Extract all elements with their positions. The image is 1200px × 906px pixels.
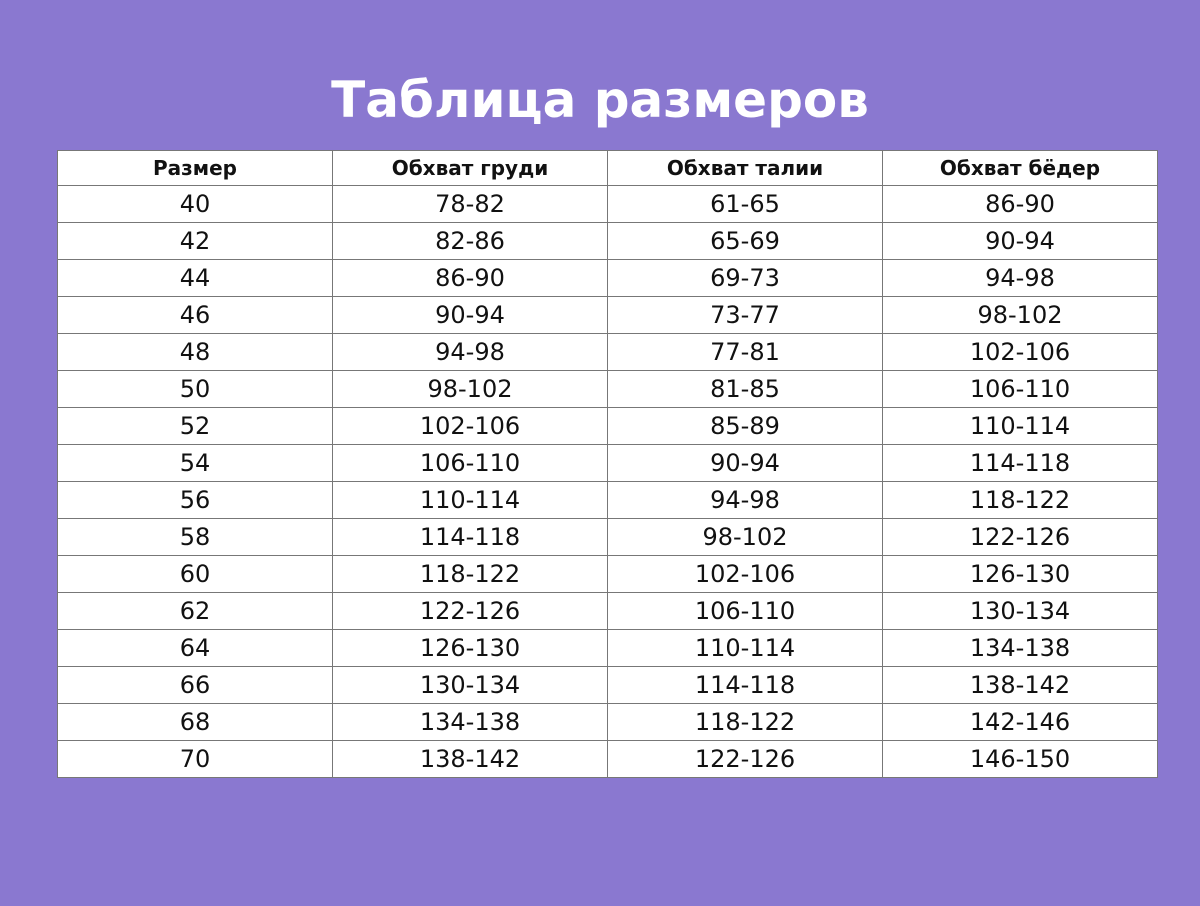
table-cell: 118-122 (332, 555, 608, 593)
table-row: 64 126-130 110-114 134-138 (57, 629, 1158, 667)
table-cell: 114-118 (882, 444, 1158, 482)
table-cell: 90-94 (882, 222, 1158, 260)
table-cell: 82-86 (332, 222, 608, 260)
table-cell: 134-138 (332, 703, 608, 741)
table-cell: 70 (57, 740, 333, 778)
table-cell: 94-98 (882, 259, 1158, 297)
table-cell: 54 (57, 444, 333, 482)
table-row: 62 122-126 106-110 130-134 (57, 592, 1158, 630)
column-header: Обхват бёдер (882, 150, 1158, 186)
table-cell: 130-134 (882, 592, 1158, 630)
table-cell: 60 (57, 555, 333, 593)
table-row: 50 98-102 81-85 106-110 (57, 370, 1158, 408)
table-row: 54 106-110 90-94 114-118 (57, 444, 1158, 482)
table-cell: 58 (57, 518, 333, 556)
table-cell: 134-138 (882, 629, 1158, 667)
page-title: Таблица размеров (331, 71, 869, 129)
table-cell: 98-102 (332, 370, 608, 408)
table-cell: 122-126 (882, 518, 1158, 556)
table-cell: 110-114 (882, 407, 1158, 445)
table-cell: 106-110 (332, 444, 608, 482)
table-cell: 85-89 (607, 407, 883, 445)
table-cell: 106-110 (882, 370, 1158, 408)
table-row: 56 110-114 94-98 118-122 (57, 481, 1158, 519)
table-cell: 114-118 (332, 518, 608, 556)
table-row: 60 118-122 102-106 126-130 (57, 555, 1158, 593)
table-header-row: Размер Обхват груди Обхват талии Обхват бёд… (57, 150, 1158, 186)
table-cell: 52 (57, 407, 333, 445)
table-row: 44 86-90 69-73 94-98 (57, 259, 1158, 297)
table-row: 58 114-118 98-102 122-126 (57, 518, 1158, 556)
table-row: 52 102-106 85-89 110-114 (57, 407, 1158, 445)
table-cell: 56 (57, 481, 333, 519)
table-cell: 94-98 (332, 333, 608, 371)
table-cell: 122-126 (607, 740, 883, 778)
table-cell: 42 (57, 222, 333, 260)
table-cell: 50 (57, 370, 333, 408)
table-cell: 126-130 (332, 629, 608, 667)
table-cell: 81-85 (607, 370, 883, 408)
table-cell: 98-102 (882, 296, 1158, 334)
table-cell: 64 (57, 629, 333, 667)
table-cell: 106-110 (607, 592, 883, 630)
table-cell: 142-146 (882, 703, 1158, 741)
table-cell: 102-106 (607, 555, 883, 593)
table-cell: 102-106 (882, 333, 1158, 371)
table-cell: 40 (57, 185, 333, 223)
table-cell: 44 (57, 259, 333, 297)
table-cell: 118-122 (882, 481, 1158, 519)
table-cell: 69-73 (607, 259, 883, 297)
table-cell: 126-130 (882, 555, 1158, 593)
table-cell: 86-90 (882, 185, 1158, 223)
table-row: 48 94-98 77-81 102-106 (57, 333, 1158, 371)
table-row: 46 90-94 73-77 98-102 (57, 296, 1158, 334)
table-cell: 78-82 (332, 185, 608, 223)
table-cell: 130-134 (332, 666, 608, 704)
table-cell: 61-65 (607, 185, 883, 223)
table-row: 70 138-142 122-126 146-150 (57, 740, 1158, 778)
table-cell: 138-142 (882, 666, 1158, 704)
column-header: Обхват талии (607, 150, 883, 186)
table-cell: 46 (57, 296, 333, 334)
table-cell: 90-94 (607, 444, 883, 482)
table-cell: 48 (57, 333, 333, 371)
table-body: 40 78-82 61-65 86-90 42 82-86 65-69 90-94 44 86-9… (57, 185, 1158, 778)
table-cell: 86-90 (332, 259, 608, 297)
table-cell: 146-150 (882, 740, 1158, 778)
table-row: 66 130-134 114-118 138-142 (57, 666, 1158, 704)
table-cell: 122-126 (332, 592, 608, 630)
table-row: 42 82-86 65-69 90-94 (57, 222, 1158, 260)
table-cell: 77-81 (607, 333, 883, 371)
table-cell: 102-106 (332, 407, 608, 445)
table-cell: 90-94 (332, 296, 608, 334)
table-cell: 94-98 (607, 481, 883, 519)
column-header: Обхват груди (332, 150, 608, 186)
table-row: 68 134-138 118-122 142-146 (57, 703, 1158, 741)
table-cell: 138-142 (332, 740, 608, 778)
table-cell: 68 (57, 703, 333, 741)
table-cell: 110-114 (332, 481, 608, 519)
table-cell: 62 (57, 592, 333, 630)
table-cell: 110-114 (607, 629, 883, 667)
table-row: 40 78-82 61-65 86-90 (57, 185, 1158, 223)
table-cell: 114-118 (607, 666, 883, 704)
column-header: Размер (57, 150, 333, 186)
table-cell: 98-102 (607, 518, 883, 556)
size-table: Размер Обхват груди Обхват талии Обхват бёд… (57, 150, 1158, 778)
table-cell: 66 (57, 666, 333, 704)
table-cell: 118-122 (607, 703, 883, 741)
table-cell: 73-77 (607, 296, 883, 334)
table-cell: 65-69 (607, 222, 883, 260)
